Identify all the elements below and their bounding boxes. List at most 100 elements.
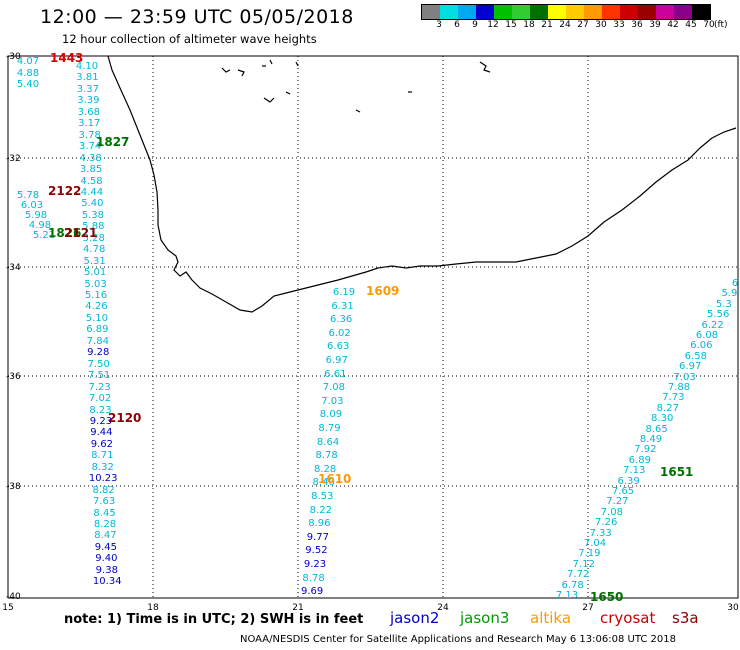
scale-label: 6: [454, 20, 460, 30]
wave-height-value: 9.28: [87, 347, 110, 359]
wave-height-value: 4.58: [80, 175, 103, 187]
scale-label: 15: [505, 20, 517, 30]
south-africa-coastline: [107, 55, 737, 313]
wave-height-value: 4.88: [16, 67, 40, 79]
wave-height-value: 8.71: [91, 450, 114, 462]
footer-credit: NOAA/NESDIS Center for Satellite Applica…: [240, 634, 676, 645]
scale-swatch: [530, 5, 548, 19]
scale-label: 36: [631, 20, 643, 30]
wave-height-value: 8.82: [92, 484, 115, 496]
wave-height-value: 7.04: [583, 538, 607, 549]
wave-height-value: 7.73: [662, 392, 685, 404]
scale-swatch: [566, 5, 584, 19]
wave-height-value: 3.85: [79, 164, 103, 176]
latitude-tick: -38: [6, 482, 21, 492]
wave-height-value: 8.30: [651, 413, 674, 425]
scale-label: 33: [613, 20, 625, 30]
wave-height-value: 5.16: [84, 290, 108, 301]
wave-height-value: 6.08: [695, 330, 719, 341]
wave-height-value: 6.89: [628, 454, 651, 466]
wave-height-value: 6.36: [329, 314, 353, 326]
wave-height-value: 7.03: [673, 371, 696, 383]
wave-height-value: 7.12: [572, 558, 595, 570]
wave-height-value: 6.31: [331, 300, 354, 312]
wave-height-value: 8.65: [645, 423, 668, 435]
wave-height-value: 8.45: [93, 507, 116, 519]
wave-height-value: 7.63: [92, 496, 116, 508]
wave-height-value: 6.97: [325, 355, 348, 366]
wave-height-value: 10.34: [92, 576, 122, 588]
wave-height-value: 8.27: [656, 402, 679, 414]
wave-height-value: 5.98: [24, 210, 48, 221]
wave-height-value: 6.03: [20, 200, 44, 211]
wave-height-value: 9.23: [89, 415, 113, 427]
units-note: note: 1) Time is in UTC; 2) SWH is in fe…: [64, 612, 364, 627]
wave-height-value: 4.78: [83, 244, 106, 256]
wave-height-value: 7.13: [623, 465, 646, 477]
longitude-tick: 15: [2, 603, 14, 613]
pass-time-label: 2122: [48, 184, 82, 198]
pass-time-label: 1609: [366, 284, 400, 298]
wave-height-value: 7.51: [88, 370, 111, 382]
wave-height-value: 3.74: [79, 141, 102, 153]
scale-label: 18: [523, 20, 535, 30]
pass-time-label: 1651: [660, 465, 694, 479]
longitude-tick: 24: [437, 603, 449, 613]
wave-height-value: 5.38: [81, 209, 104, 221]
pass-time-label: 2120: [108, 411, 142, 425]
wave-height-value: 8.79: [318, 423, 341, 434]
wave-height-value: 5.28: [82, 232, 105, 244]
latitude-tick: -36: [6, 372, 21, 382]
wave-height-value: 8.64: [316, 436, 340, 448]
wave-height-value: 7.02: [88, 393, 112, 405]
wave-height-value: 9.23: [303, 559, 327, 570]
wave-height-value: 3.39: [77, 95, 100, 107]
scale-swatch: [692, 5, 710, 19]
wave-height-value: 6.97: [679, 361, 702, 373]
wave-height-value: 8.32: [91, 461, 114, 473]
map-title: 12:00 — 23:59 UTC 05/05/2018: [40, 6, 354, 28]
scale-swatch: [422, 5, 440, 19]
pass-time-label: 1610: [318, 472, 352, 486]
wave-height-value: 9.40: [95, 553, 118, 565]
scale-label: 30: [595, 20, 607, 30]
wave-height-value: 7.19: [578, 548, 601, 560]
wave-height-value: 9.38: [95, 564, 118, 576]
wave-height-value: 8.53: [311, 491, 334, 502]
scale-label: 21: [541, 20, 553, 30]
wave-height-value: 7.92: [634, 444, 657, 456]
longitude-tick: 30: [727, 603, 739, 613]
scale-swatch: [548, 5, 566, 19]
wave-height-value: 6.78: [561, 579, 584, 591]
wave-height-value: 9.69: [300, 586, 324, 598]
wave-height-value: 5.40: [81, 198, 104, 210]
wave-height-value: 7.08: [322, 382, 345, 394]
scale-swatch: [584, 5, 602, 19]
wave-height-value: 6.39: [617, 475, 640, 487]
wave-height-value: 6: [731, 278, 739, 289]
wave-height-value: 5.78: [16, 190, 40, 201]
latitude-tick: -32: [6, 154, 21, 164]
scale-swatch: [656, 5, 674, 19]
scale-swatch: [512, 5, 530, 19]
scale-label: 42: [667, 20, 679, 30]
wave-height-value: 3.17: [78, 118, 101, 130]
wave-height-value: 6.06: [690, 340, 713, 352]
scale-swatch: [602, 5, 620, 19]
wave-height-value: 3.81: [76, 72, 99, 84]
pass-time-label: 1650: [590, 590, 624, 604]
wave-height-value: 5.01: [83, 267, 107, 279]
wave-height-value: 3.68: [77, 106, 100, 118]
map-subtitle: 12 hour collection of altimeter wave hei…: [62, 32, 317, 46]
color-scale-unit: (ft): [714, 20, 728, 30]
wave-height-value: 6.19: [332, 287, 356, 298]
wave-height-value: 6.22: [701, 319, 724, 331]
wave-height-value: 7.27: [606, 496, 629, 508]
satellite-name: cryosat: [600, 609, 656, 627]
satellite-name: altika: [530, 609, 572, 627]
wave-height-value: 8.49: [639, 434, 663, 445]
scale-swatch: [674, 5, 692, 19]
scale-label: 39: [649, 20, 661, 30]
wave-height-value: 8.28: [314, 463, 337, 475]
